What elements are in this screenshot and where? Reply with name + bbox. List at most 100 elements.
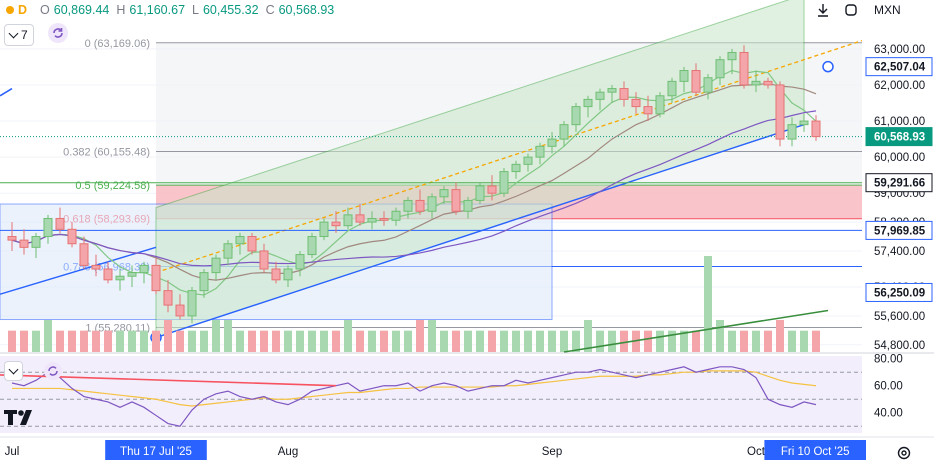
volume-bar <box>620 330 628 352</box>
candle-body <box>391 210 401 221</box>
candle-body <box>259 250 269 270</box>
rsi-tick-label: 60.00 <box>874 381 903 393</box>
chevron-down-icon <box>8 28 19 39</box>
loop-icon[interactable] <box>44 362 62 380</box>
volume-bar <box>656 330 664 352</box>
price-tick-label: 62,000.00 <box>874 80 925 92</box>
volume-bar <box>128 330 136 352</box>
ma-slow <box>11 110 817 267</box>
volume-bar <box>644 330 652 352</box>
candle-body <box>631 98 641 108</box>
candle-body <box>187 290 197 317</box>
candle-body <box>559 124 569 140</box>
currency-label[interactable]: MXN <box>874 3 901 17</box>
price-tick-label: 57,400.00 <box>874 246 925 258</box>
rsi-tick-label: 40.00 <box>874 408 903 420</box>
volume-bar <box>728 330 736 352</box>
candle-body <box>91 264 101 270</box>
candle-body <box>655 95 665 115</box>
candle-body <box>235 236 245 245</box>
candle-body <box>115 275 125 281</box>
candle-body <box>403 199 413 212</box>
candle-body <box>523 156 533 165</box>
volume-bar <box>500 330 508 352</box>
candle-body <box>499 171 509 194</box>
time-badge-label: Thu 17 Jul '25 <box>120 446 192 458</box>
time-tick-label: Sep <box>542 446 562 458</box>
time-tick-label: Aug <box>278 446 298 458</box>
channel-handle <box>822 60 834 73</box>
low-value: 60,455.32 <box>202 3 259 17</box>
price-tick-label: 60,000.00 <box>874 152 925 164</box>
candle-body <box>247 236 257 252</box>
channel-lower-line <box>155 123 805 339</box>
ma-fast <box>11 69 817 296</box>
candle-body <box>379 217 389 221</box>
volume-bar <box>92 330 100 352</box>
candle-body <box>7 236 17 241</box>
candle-body <box>463 199 473 212</box>
candle-body <box>751 80 761 86</box>
candle-body <box>103 268 113 281</box>
candle-body <box>223 243 233 259</box>
candle-body <box>607 88 617 93</box>
high-value: 61,160.67 <box>129 3 186 17</box>
rsi-line <box>11 366 817 427</box>
volume-bar <box>380 330 388 352</box>
price-badge-label: 62,507.04 <box>874 62 926 74</box>
volume-bar <box>248 330 256 352</box>
price-badge-box <box>865 220 933 240</box>
candle-body <box>127 272 137 277</box>
candle-body <box>703 77 713 93</box>
volume-bar <box>752 330 760 352</box>
fib-label: 0 (63,169.06) <box>85 38 150 50</box>
volume-bar <box>116 330 124 352</box>
volume-bar <box>188 330 196 352</box>
candle-body <box>367 217 377 223</box>
candle-body <box>151 264 161 292</box>
volume-bar <box>308 330 316 352</box>
volume-bar <box>104 330 112 352</box>
candle-body <box>67 228 77 245</box>
volume-bar <box>716 320 724 352</box>
chevron-down-icon <box>8 364 19 375</box>
gear-icon[interactable] <box>896 445 912 461</box>
candle-body <box>727 51 737 61</box>
candle-body <box>583 98 593 108</box>
volume-bar <box>140 330 148 352</box>
candle-body <box>343 214 353 227</box>
candle-body <box>19 239 29 248</box>
high-label: H <box>116 3 126 17</box>
candle-body <box>355 214 365 223</box>
candle-body <box>547 138 557 147</box>
volume-bar <box>344 320 352 352</box>
candle-body <box>307 236 317 256</box>
volume-bar <box>416 320 424 352</box>
volume-bar <box>704 256 712 352</box>
dollar-flag-icon <box>6 6 14 14</box>
interval-flag: D <box>18 3 28 17</box>
price-badge-box <box>865 282 933 302</box>
loop-icon[interactable] <box>48 23 68 43</box>
trend-line-left <box>0 87 13 97</box>
volume-bar <box>536 330 544 352</box>
fullscreen-icon[interactable] <box>840 0 862 20</box>
price-tick-label: 63,000.00 <box>874 44 925 56</box>
volume-bar <box>548 330 556 352</box>
volume-bar <box>368 330 376 352</box>
candle-body <box>199 272 209 292</box>
candle-body <box>811 120 821 138</box>
volume-bar <box>200 330 208 352</box>
ohlc-readout: D O 60,869.44 H 61,160.67 L 60,455.32 C 60,5… <box>6 1 334 19</box>
download-icon[interactable] <box>812 0 834 20</box>
volume-bar <box>44 320 52 352</box>
indicators-toggle-button[interactable]: 7 <box>4 24 34 46</box>
price-tick-label: 54,800.00 <box>874 340 925 352</box>
volume-bar <box>32 330 40 352</box>
price-badge-label: 60,568.93 <box>874 132 925 144</box>
rsi-collapse-button[interactable] <box>4 361 23 381</box>
volume-bar <box>404 330 412 352</box>
volume-bar <box>440 330 448 352</box>
